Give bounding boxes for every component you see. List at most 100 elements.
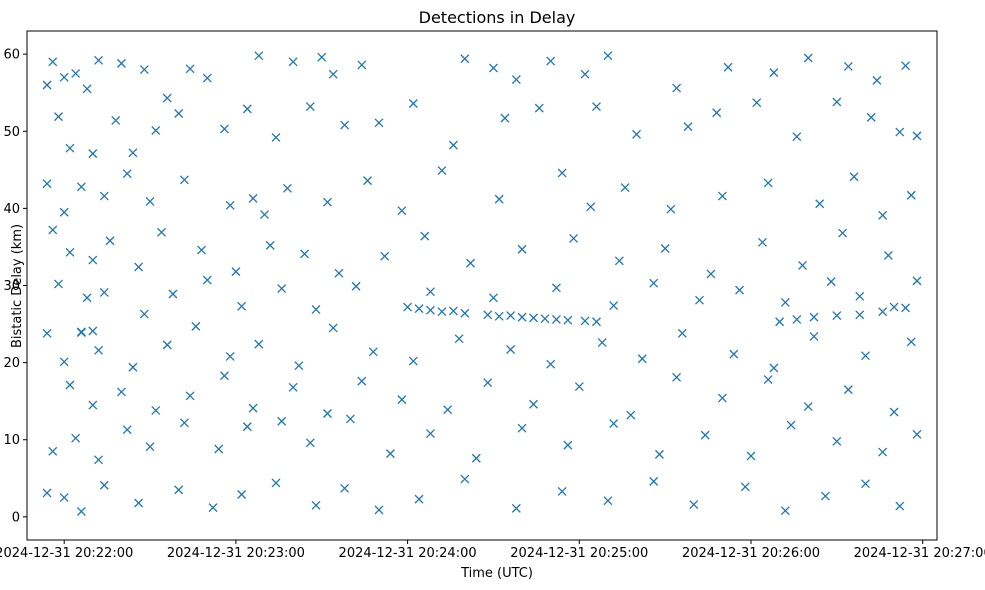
data-point	[757, 237, 767, 247]
data-point	[620, 183, 630, 193]
data-point	[448, 140, 458, 150]
data-point	[111, 116, 121, 125]
data-point	[42, 488, 52, 498]
data-point	[59, 357, 69, 367]
data-point	[637, 354, 647, 364]
data-point	[351, 281, 361, 291]
data-point	[265, 240, 275, 250]
data-point	[414, 304, 424, 314]
data-point	[300, 249, 310, 259]
data-point	[580, 316, 590, 326]
data-point	[139, 309, 149, 319]
data-point	[174, 109, 184, 118]
data-point	[803, 53, 813, 63]
data-point	[254, 339, 264, 349]
data-point	[437, 307, 447, 317]
data-point	[426, 287, 435, 297]
data-point	[551, 283, 561, 293]
data-point	[242, 104, 252, 114]
data-point	[780, 506, 790, 516]
data-point	[792, 314, 802, 324]
x-tick-label: 2024-12-31 20:22:00	[0, 546, 133, 561]
data-point	[237, 490, 247, 499]
data-point	[122, 169, 132, 179]
data-point	[334, 268, 344, 278]
data-point	[483, 378, 493, 388]
data-point	[866, 112, 876, 122]
data-point	[843, 62, 853, 71]
x-tick-label: 2024-12-31 20:25:00	[510, 546, 648, 561]
data-point	[179, 175, 189, 185]
y-tick-label: 40	[3, 202, 20, 217]
data-point	[225, 351, 235, 361]
data-point	[426, 305, 435, 315]
data-point	[809, 312, 819, 322]
data-point	[42, 80, 52, 90]
data-point	[534, 103, 544, 113]
data-point	[94, 345, 104, 355]
data-point	[706, 269, 716, 279]
data-point	[116, 387, 126, 397]
data-point	[551, 314, 561, 324]
data-point	[88, 326, 98, 336]
data-point	[48, 57, 58, 67]
data-point	[368, 347, 378, 357]
data-point	[88, 149, 98, 159]
data-point	[872, 75, 882, 85]
data-point	[883, 250, 893, 260]
x-tick-label: 2024-12-31 20:23:00	[167, 546, 305, 561]
data-point	[76, 507, 86, 516]
data-point	[860, 351, 870, 361]
data-point	[71, 433, 81, 443]
data-point	[460, 474, 470, 484]
data-point	[363, 176, 372, 186]
data-point	[695, 295, 704, 305]
data-point	[569, 233, 579, 243]
y-axis: 0 10 20 30 40 50 60	[3, 48, 27, 525]
data-point	[815, 199, 825, 209]
data-point	[139, 65, 149, 75]
data-point	[82, 84, 92, 94]
data-point	[901, 303, 910, 313]
data-point	[59, 493, 69, 503]
data-point	[134, 262, 144, 272]
data-point	[59, 72, 69, 82]
data-point	[677, 328, 687, 338]
data-point	[609, 419, 619, 429]
data-point	[248, 193, 258, 203]
data-point	[59, 207, 69, 217]
data-point	[294, 361, 304, 371]
data-point	[151, 126, 161, 135]
data-point	[614, 256, 624, 266]
data-point	[717, 393, 727, 403]
x-axis: 2024-12-31 20:22:00 2024-12-31 20:23:00 20…	[0, 540, 985, 561]
x-axis-label: Time (UTC)	[460, 566, 533, 581]
data-point	[162, 340, 172, 350]
x-tick-label: 2024-12-31 20:26:00	[682, 546, 820, 561]
data-point	[116, 58, 126, 68]
data-point	[488, 63, 498, 73]
data-point	[471, 453, 481, 463]
data-point	[826, 277, 836, 287]
data-point	[700, 430, 710, 440]
data-point	[317, 52, 327, 62]
data-point	[374, 118, 384, 128]
data-point	[191, 321, 201, 331]
data-point	[803, 402, 813, 412]
data-point	[168, 289, 178, 299]
data-point	[878, 307, 888, 317]
data-point	[282, 183, 292, 193]
data-point	[94, 55, 104, 65]
data-point	[574, 382, 584, 391]
data-point	[717, 191, 727, 201]
data-point	[855, 310, 865, 320]
data-point	[889, 302, 899, 312]
data-point	[832, 97, 842, 107]
data-point	[666, 204, 676, 214]
y-tick-label: 60	[3, 48, 20, 63]
data-point	[271, 478, 281, 488]
data-point	[448, 306, 458, 316]
data-point	[311, 304, 321, 314]
data-point	[174, 485, 184, 495]
